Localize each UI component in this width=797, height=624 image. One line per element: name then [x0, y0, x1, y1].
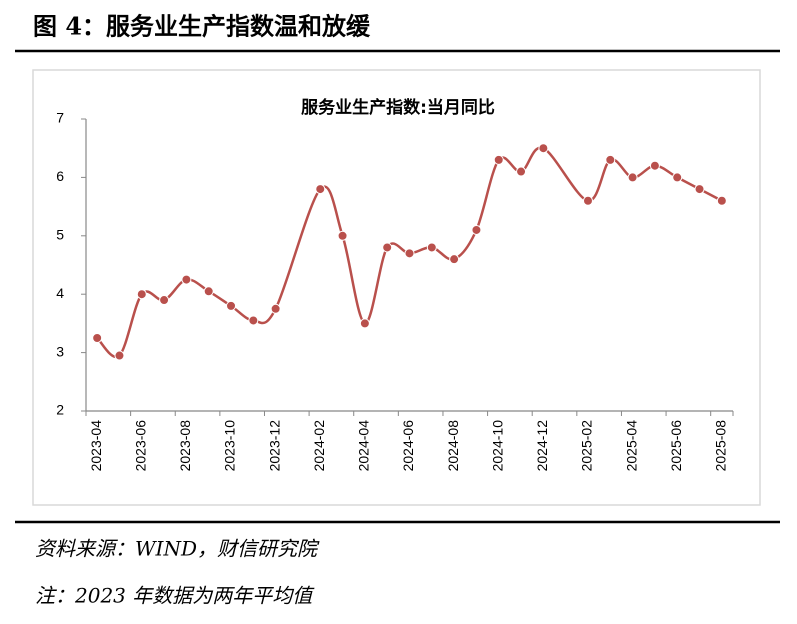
- x-tick-label: 2025-06: [668, 420, 684, 472]
- x-tick-label: 2023-12: [266, 420, 282, 472]
- point-marker: [181, 274, 192, 285]
- point-marker: [449, 254, 460, 265]
- y-tick-label: 3: [56, 343, 64, 359]
- x-tick-label: 2023-10: [222, 420, 238, 472]
- x-tick-label: 2024-06: [400, 420, 416, 472]
- footnote: 注：2023 年数据为两年平均值: [35, 584, 315, 608]
- x-tick-label: 2024-04: [356, 420, 372, 472]
- point-marker: [136, 289, 147, 300]
- source-note: 资料来源：WIND，财信研究院: [35, 537, 320, 561]
- point-marker: [203, 286, 214, 297]
- x-tick-label: 2023-06: [132, 420, 148, 472]
- y-tick-label: 2: [56, 402, 64, 418]
- point-marker: [672, 172, 683, 183]
- point-marker: [226, 300, 237, 311]
- point-marker: [716, 195, 727, 206]
- point-marker: [404, 248, 415, 259]
- point-marker: [471, 224, 482, 235]
- chart-frame: [32, 69, 761, 506]
- x-tick-label: 2025-02: [579, 420, 595, 472]
- x-tick-label: 2025-04: [623, 420, 639, 472]
- x-tick-label: 2024-08: [445, 420, 461, 472]
- x-tick-label: 2025-08: [713, 420, 729, 472]
- figure-title: 图 4：服务业生产指数温和放缓: [33, 12, 371, 41]
- point-marker: [605, 154, 616, 165]
- chart-title: 服务业生产指数:当月同比: [301, 97, 495, 118]
- x-tick-label: 2023-08: [177, 420, 193, 472]
- x-tick-label: 2023-04: [88, 420, 104, 472]
- series-line: [96, 146, 723, 359]
- y-tick-label: 7: [56, 110, 64, 126]
- point-marker: [248, 315, 259, 326]
- point-marker: [426, 242, 437, 253]
- y-tick-label: 4: [56, 285, 64, 301]
- point-marker: [92, 333, 103, 343]
- point-marker: [582, 195, 593, 206]
- x-tick-label: 2024-10: [489, 420, 505, 472]
- point-marker: [627, 172, 638, 183]
- point-marker: [538, 143, 549, 154]
- point-marker: [649, 160, 660, 171]
- y-tick-label: 6: [56, 168, 64, 184]
- point-marker: [359, 318, 370, 329]
- point-marker: [315, 184, 326, 195]
- point-marker: [382, 242, 393, 253]
- x-tick-label: 2024-02: [311, 420, 327, 472]
- y-tick-label: 5: [56, 227, 64, 243]
- point-marker: [516, 166, 527, 177]
- point-marker: [270, 303, 281, 314]
- point-marker: [159, 295, 170, 306]
- point-marker: [337, 230, 348, 241]
- point-marker: [694, 184, 705, 195]
- x-tick-label: 2024-12: [534, 420, 550, 472]
- point-marker: [493, 154, 504, 165]
- point-marker: [114, 350, 125, 361]
